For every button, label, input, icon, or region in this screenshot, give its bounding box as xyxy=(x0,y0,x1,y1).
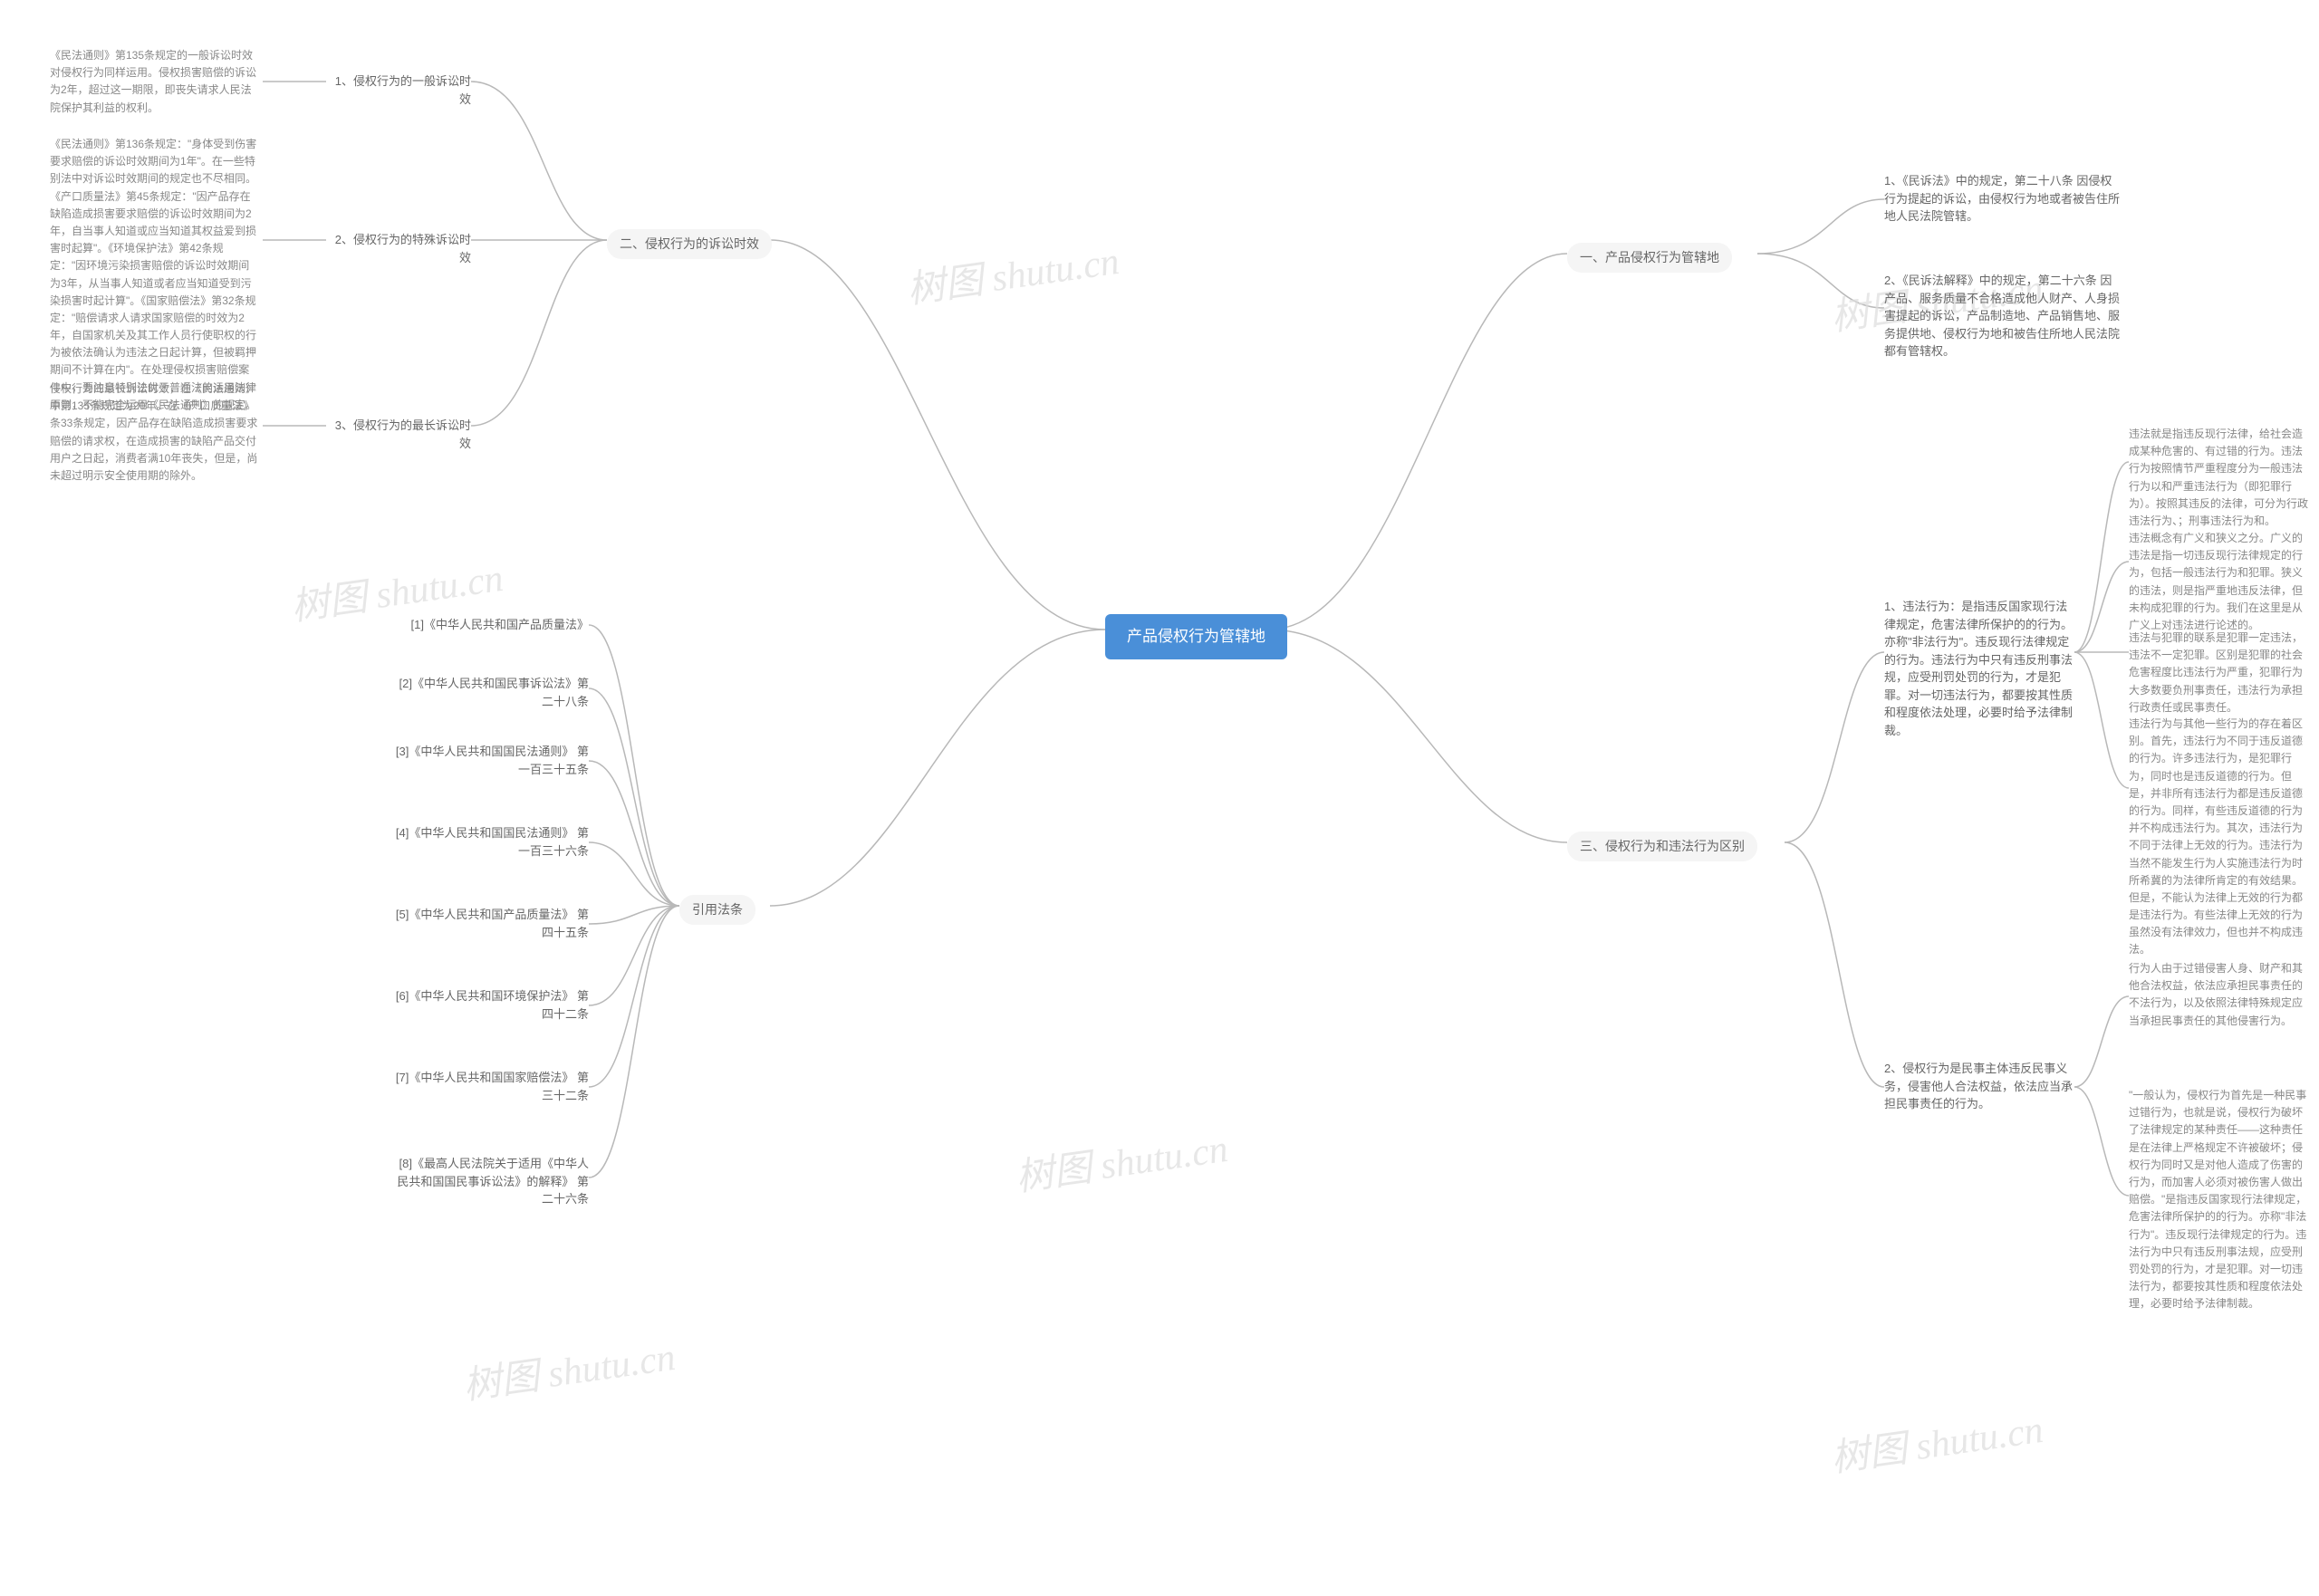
branch-4-child-8: [8]《最高人民法院关于适用《中华人民共和国国民事诉讼法》的解释》 第二十六条 xyxy=(390,1155,589,1208)
branch-4-child-1: [1]《中华人民共和国产品质量法》 xyxy=(390,616,589,634)
branch-4: 引用法条 xyxy=(679,895,755,925)
branch-2-child-3: 3、侵权行为的最长诉讼时效 xyxy=(326,417,471,452)
branch-3: 三、侵权行为和违法行为区别 xyxy=(1567,832,1757,861)
branch-4-child-4: [4]《中华人民共和国国民法通则》 第一百三十六条 xyxy=(390,824,589,860)
branch-2: 二、侵权行为的诉讼时效 xyxy=(607,229,772,259)
watermark: 树图 shutu.cn xyxy=(1012,1118,1231,1202)
branch-1-child-1: 1、《民诉法》中的规定，第二十八条 因侵权行为提起的诉讼，由侵权行为地或者被告住… xyxy=(1884,172,2120,226)
branch-3-c1-leaf-1: 违法就是指违反现行法律，给社会造成某种危害的、有过错的行为。违法行为按照情节严重… xyxy=(2129,426,2310,530)
branch-3-c2-leaf-1: 行为人由于过错侵害人身、财产和其他合法权益，依法应承担民事责任的不法行为，以及依… xyxy=(2129,960,2310,1030)
branch-3-c1-leaf-2: 违法概念有广义和狭义之分。广义的违法是指一切违反现行法律规定的行为，包括一般违法… xyxy=(2129,530,2310,634)
branch-3-child-2: 2、侵权行为是民事主体违反民事义务，侵害他人合法权益，依法应当承担民事责任的行为… xyxy=(1884,1060,2074,1113)
branch-4-child-5: [5]《中华人民共和国产品质量法》 第四十五条 xyxy=(390,906,589,941)
branch-2-c3-leaf: 侵权行为的最长诉讼时效，在《民法通则》中第135条规定为20年。在《产口质量法》… xyxy=(50,380,258,485)
watermark: 树图 shutu.cn xyxy=(459,1326,678,1410)
watermark: 树图 shutu.cn xyxy=(1827,1399,2046,1483)
branch-2-c1-leaf: 《民法通则》第135条规定的一般诉讼时效对侵权行为同样运用。侵权损害赔偿的诉讼为… xyxy=(50,47,258,117)
branch-2-child-2: 2、侵权行为的特殊诉讼时效 xyxy=(326,231,471,266)
branch-4-child-7: [7]《中华人民共和国国家赔偿法》 第三十二条 xyxy=(390,1069,589,1104)
watermark: 树图 shutu.cn xyxy=(903,230,1122,314)
center-node: 产品侵权行为管辖地 xyxy=(1105,614,1287,659)
branch-1-child-2: 2、《民诉法解释》中的规定，第二十六条 因产品、服务质量不合格造成他人财产、人身… xyxy=(1884,272,2120,361)
branch-1: 一、产品侵权行为管辖地 xyxy=(1567,243,1732,273)
branch-4-child-3: [3]《中华人民共和国国民法通则》 第一百三十五条 xyxy=(390,743,589,778)
branch-3-child-1: 1、违法行为：是指违反国家现行法律规定，危害法律所保护的的行为。亦称"非法行为"… xyxy=(1884,598,2074,739)
branch-3-c2-leaf-2: "一般认为，侵权行为首先是一种民事过错行为，也就是说，侵权行为破坏了法律规定的某… xyxy=(2129,1087,2310,1312)
branch-3-c1-leaf-4: 违法行为与其他一些行为的存在着区别。首先，违法行为不同于违反道德的行为。许多违法… xyxy=(2129,716,2310,959)
branch-3-c1-leaf-3: 违法与犯罪的联系是犯罪一定违法，违法不一定犯罪。区别是犯罪的社会危害程度比违法行… xyxy=(2129,630,2310,716)
branch-4-child-2: [2]《中华人民共和国民事诉讼法》第二十八条 xyxy=(390,675,589,710)
branch-2-c2-leaf: 《民法通则》第136条规定："身体受到伤害要求赔偿的诉讼时效期间为1年"。在一些… xyxy=(50,136,258,414)
branch-4-child-6: [6]《中华人民共和国环境保护法》 第四十二条 xyxy=(390,987,589,1023)
branch-2-child-1: 1、侵权行为的一般诉讼时效 xyxy=(326,72,471,108)
